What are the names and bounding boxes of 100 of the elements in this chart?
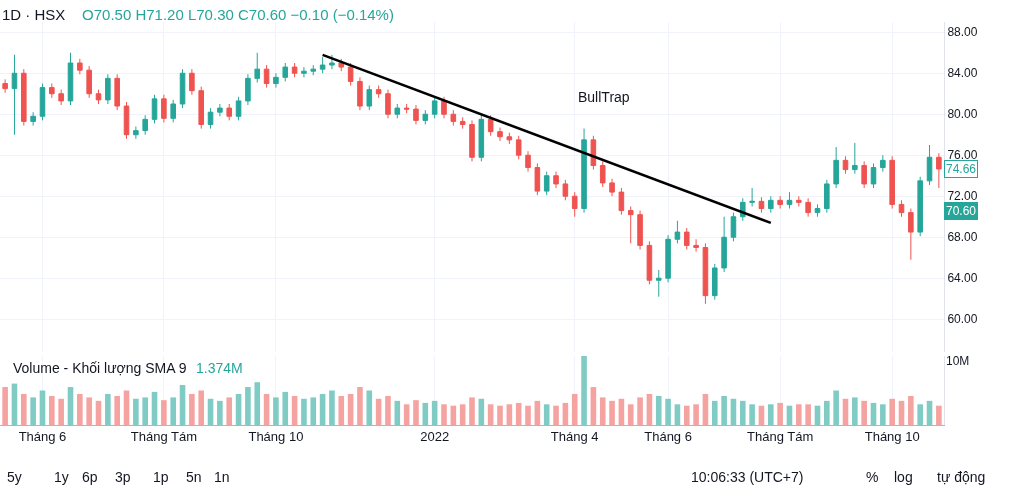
bar (581, 356, 587, 425)
bar (767, 404, 774, 425)
bar (114, 396, 120, 425)
candlestick (254, 52, 261, 83)
candlestick (151, 94, 158, 124)
y-tick-label: 60.00 (947, 312, 978, 327)
bar (674, 404, 681, 425)
bar (487, 404, 494, 425)
candlestick (777, 195, 783, 210)
candlestick (273, 72, 279, 89)
candlestick (796, 195, 802, 207)
candlestick (618, 187, 625, 216)
candlestick (534, 162, 541, 196)
bar (889, 398, 895, 425)
candlestick (198, 86, 205, 130)
bar (693, 404, 699, 425)
candlestick (917, 176, 923, 237)
bar (282, 391, 289, 425)
text: 70.60 (946, 204, 977, 218)
candlestick (655, 269, 662, 298)
bar (469, 397, 475, 425)
candlestick (133, 126, 139, 140)
candlestick (319, 56, 326, 74)
candlestick (170, 99, 176, 123)
candlestick (674, 220, 681, 244)
bar (198, 390, 205, 425)
bar (310, 397, 317, 425)
text: 10:06:33 (UTC+7) (691, 469, 804, 485)
candlestick (301, 66, 307, 78)
text: 10M (946, 354, 970, 368)
bar (805, 404, 811, 425)
x-tick-label: Tháng 6 (18, 429, 67, 444)
bar (599, 397, 606, 425)
y-tick-label: 68.00 (947, 230, 978, 245)
candlestick (525, 150, 531, 173)
candlestick (347, 62, 354, 87)
candlestick (21, 68, 27, 127)
candlestick (730, 212, 737, 242)
x-tick-label: Tháng Tám (130, 429, 197, 444)
bar (711, 400, 718, 425)
bar (917, 404, 923, 425)
x-tick-label: Tháng 4 (550, 429, 599, 444)
bar (366, 390, 373, 425)
bar (189, 393, 195, 425)
chart-title: 1D · HSX (2, 6, 66, 23)
bar (609, 400, 615, 425)
text: 1y (54, 469, 69, 485)
bar (908, 396, 914, 425)
candlestick (702, 242, 709, 305)
y-tick-label: 64.00 (947, 271, 978, 286)
candlestick (450, 109, 457, 127)
bar (254, 382, 261, 425)
bar (506, 404, 513, 425)
bar (385, 396, 391, 425)
candlestick (310, 64, 317, 76)
bar (357, 387, 363, 425)
chart-subtitle: O70.50 H71.20 L70.30 C70.60 −0.10 (−0.14%) (82, 6, 394, 23)
candlestick (581, 128, 587, 214)
x-tick-label: Tháng 6 (644, 429, 692, 444)
candlestick (908, 208, 914, 261)
bar (627, 404, 634, 425)
candlestick (39, 82, 46, 121)
candlestick (385, 89, 391, 119)
y-tick-label: 88.00 (947, 25, 978, 40)
bar (170, 397, 177, 425)
candlestick (590, 135, 597, 171)
candlestick (852, 142, 858, 175)
bar (796, 404, 802, 425)
bar (86, 397, 92, 425)
candlestick (263, 64, 270, 89)
candlestick (235, 96, 242, 121)
bar (525, 405, 531, 425)
bar (655, 396, 662, 425)
candlestick (824, 179, 830, 214)
candlestick (123, 101, 130, 140)
candlestick (161, 94, 167, 123)
candlestick (114, 73, 120, 111)
candlestick (627, 205, 634, 244)
text: log (894, 469, 913, 485)
candlestick (179, 68, 186, 109)
bar (543, 404, 550, 425)
y-tick-label: 80.00 (947, 107, 978, 122)
candlestick (553, 171, 559, 189)
candlestick (571, 191, 578, 218)
candlestick (870, 162, 877, 189)
candlestick (338, 58, 345, 72)
candlestick (898, 199, 905, 218)
bar (880, 404, 886, 425)
candlestick (861, 160, 867, 189)
candlestick (543, 171, 550, 196)
bar (441, 404, 447, 425)
bar (58, 398, 64, 425)
bar (161, 400, 167, 425)
candlestick (758, 196, 765, 214)
bar (571, 393, 578, 425)
bar (824, 400, 830, 425)
candlestick (67, 52, 74, 106)
candlestick (786, 191, 793, 210)
candlestick (226, 103, 233, 121)
bar (665, 398, 671, 425)
